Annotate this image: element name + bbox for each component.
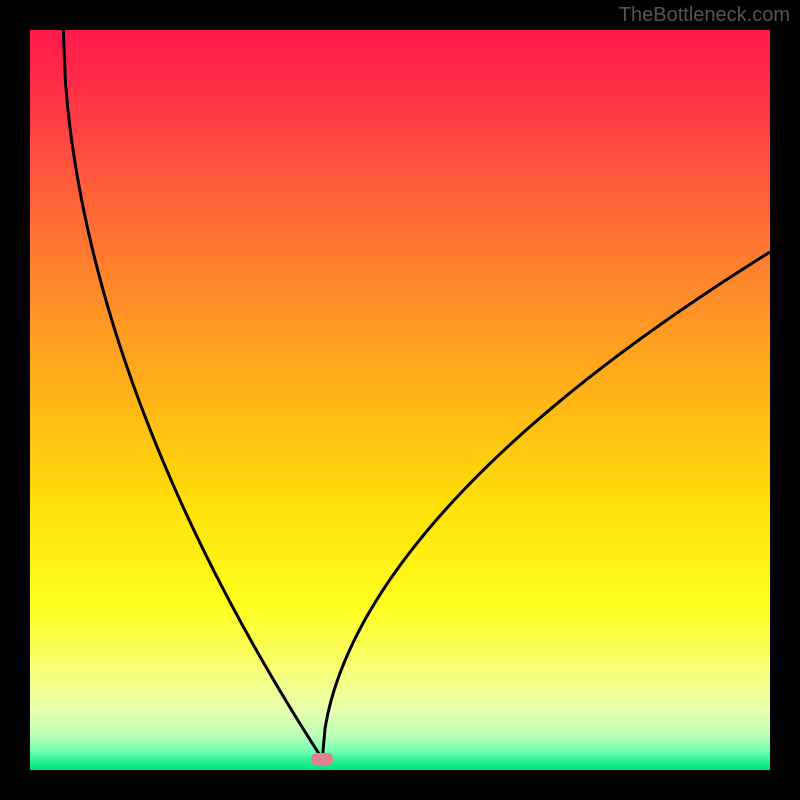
optimum-marker bbox=[311, 753, 333, 765]
watermark-text: TheBottleneck.com bbox=[619, 4, 790, 27]
gradient-background bbox=[30, 30, 770, 770]
plot-svg bbox=[30, 30, 770, 770]
plot-area bbox=[30, 30, 770, 770]
